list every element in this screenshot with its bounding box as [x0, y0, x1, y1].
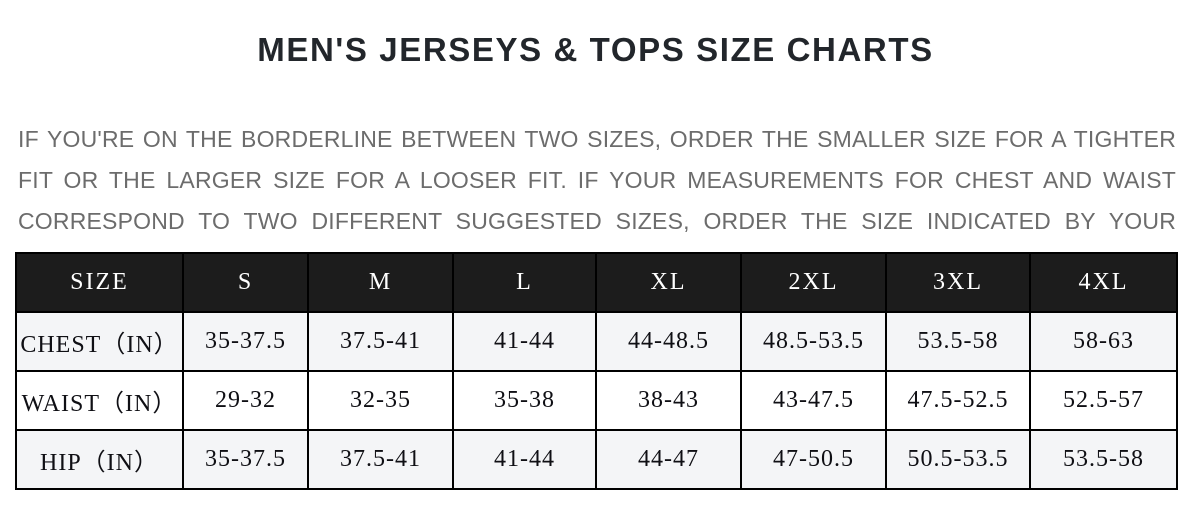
table-row: WAIST（IN） 29-32 32-35 35-38 38-43 43-47.…: [15, 370, 1178, 431]
cell-hip-m: 37.5-41: [307, 429, 454, 490]
row-label-waist: WAIST（IN）: [15, 370, 184, 431]
cell-chest-xl: 44-48.5: [595, 311, 742, 372]
cell-hip-l: 41-44: [452, 429, 597, 490]
column-header-m: M: [307, 252, 454, 313]
column-header-l: L: [452, 252, 597, 313]
column-header-2xl: 2XL: [740, 252, 887, 313]
column-header-s: S: [182, 252, 309, 313]
column-header-3xl: 3XL: [885, 252, 1031, 313]
table-row: CHEST（IN） 35-37.5 37.5-41 41-44 44-48.5 …: [15, 311, 1178, 372]
cell-chest-3xl: 53.5-58: [885, 311, 1031, 372]
row-label-chest: CHEST（IN）: [15, 311, 184, 372]
cell-waist-4xl: 52.5-57: [1029, 370, 1178, 431]
column-header-xl: XL: [595, 252, 742, 313]
table-body: CHEST（IN） 35-37.5 37.5-41 41-44 44-48.5 …: [15, 311, 1178, 490]
cell-hip-4xl: 53.5-58: [1029, 429, 1178, 490]
cell-chest-s: 35-37.5: [182, 311, 309, 372]
table-header: SIZE S M L XL 2XL 3XL 4XL: [15, 252, 1178, 313]
cell-waist-2xl: 43-47.5: [740, 370, 887, 431]
cell-chest-2xl: 48.5-53.5: [740, 311, 887, 372]
cell-waist-xl: 38-43: [595, 370, 742, 431]
cell-hip-2xl: 47-50.5: [740, 429, 887, 490]
table-header-row: SIZE S M L XL 2XL 3XL 4XL: [15, 252, 1178, 313]
cell-waist-3xl: 47.5-52.5: [885, 370, 1031, 431]
table-row: HIP（IN） 35-37.5 37.5-41 41-44 44-47 47-5…: [15, 429, 1178, 490]
size-table-container: SIZE S M L XL 2XL 3XL 4XL CHEST（IN） 35-3…: [15, 252, 1178, 490]
cell-hip-3xl: 50.5-53.5: [885, 429, 1031, 490]
cell-waist-s: 29-32: [182, 370, 309, 431]
cell-hip-s: 35-37.5: [182, 429, 309, 490]
cell-chest-4xl: 58-63: [1029, 311, 1178, 372]
cell-hip-xl: 44-47: [595, 429, 742, 490]
cell-chest-l: 41-44: [452, 311, 597, 372]
size-chart-table: SIZE S M L XL 2XL 3XL 4XL CHEST（IN） 35-3…: [15, 252, 1178, 490]
cell-waist-m: 32-35: [307, 370, 454, 431]
cell-chest-m: 37.5-41: [307, 311, 454, 372]
column-header-4xl: 4XL: [1029, 252, 1178, 313]
column-header-size: SIZE: [15, 252, 184, 313]
row-label-hip: HIP（IN）: [15, 429, 184, 490]
page-title: MEN'S JERSEYS & TOPS SIZE CHARTS: [257, 31, 934, 68]
cell-waist-l: 35-38: [452, 370, 597, 431]
